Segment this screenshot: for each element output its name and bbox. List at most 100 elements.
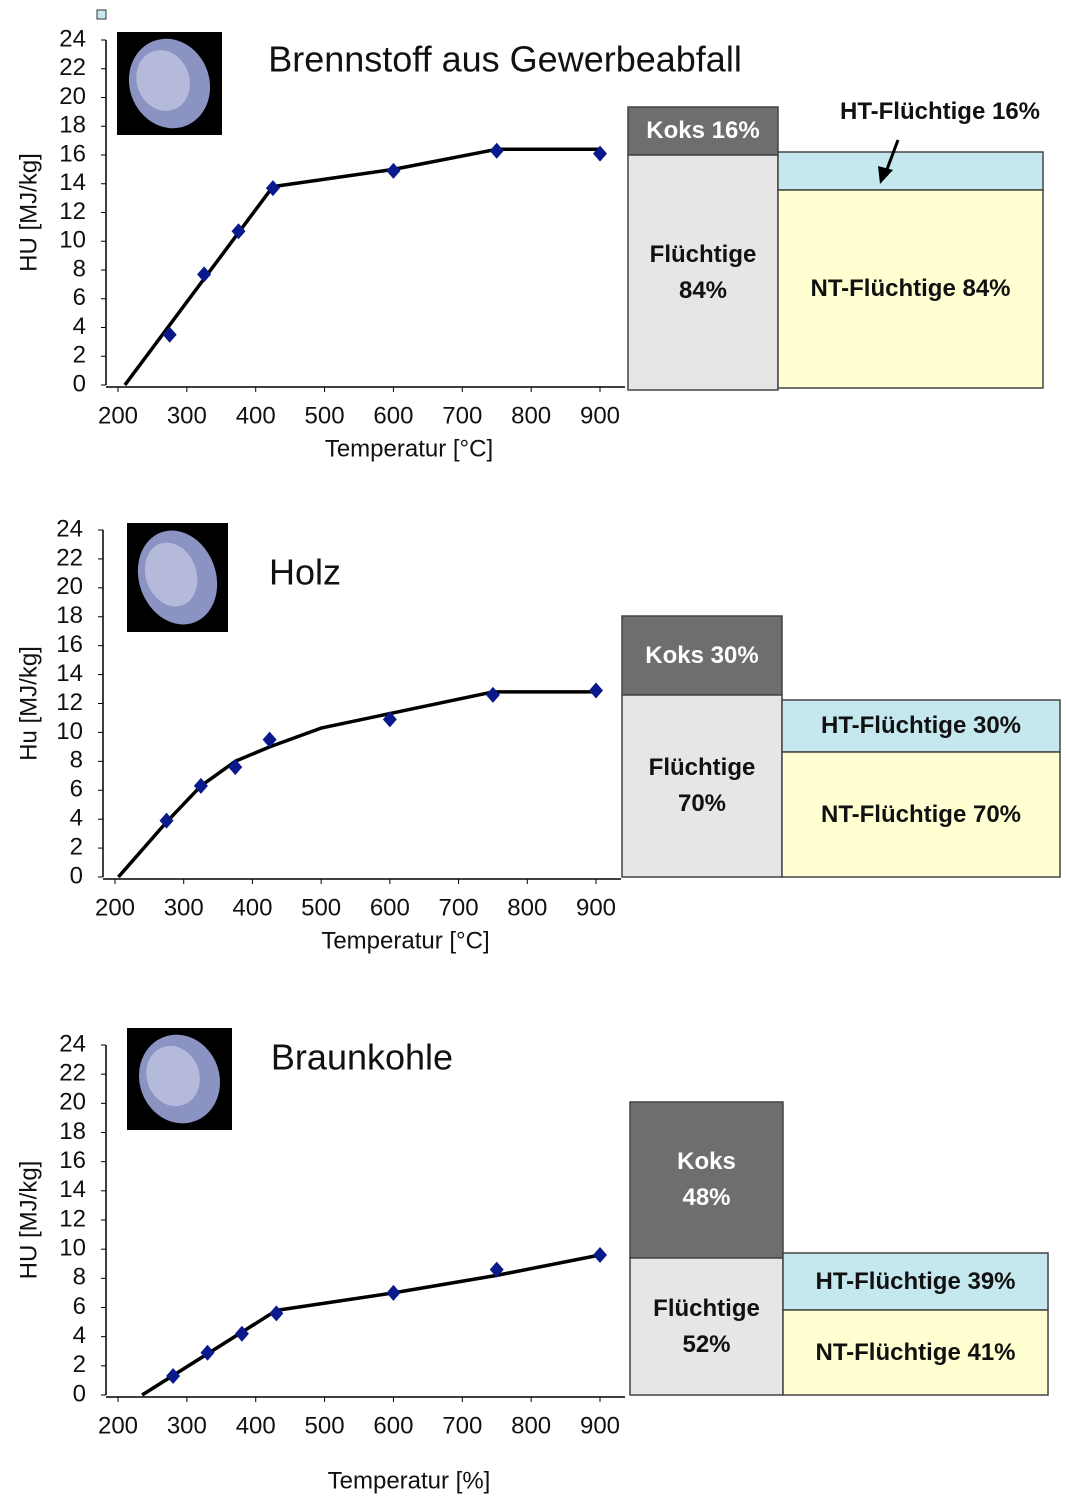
block-label-box: HT-Flüchtige 16% — [815, 92, 1065, 132]
block-label: HT-Flüchtige 30% — [782, 700, 1060, 752]
y-tick-label: 4 — [73, 1322, 86, 1349]
block-label: Koks 48% — [630, 1102, 783, 1258]
y-axis-label: HU [MJ/kg] — [15, 153, 42, 272]
y-tick-label: 0 — [73, 370, 86, 397]
y-tick-label: 10 — [59, 1235, 86, 1262]
y-tick-label: 22 — [59, 1060, 86, 1087]
block-label-box: NT-Flüchtige 84% — [778, 190, 1043, 388]
fit-curve — [118, 692, 596, 877]
block-label-box: HT-Flüchtige 30% — [782, 700, 1060, 752]
block-label: Koks 30% — [622, 616, 782, 695]
x-tick-label: 500 — [305, 402, 345, 429]
x-tick-label: 900 — [576, 894, 616, 921]
block-label-box: Flüchtige 84% — [628, 155, 778, 390]
y-axis-label: HU [MJ/kg] — [15, 1161, 42, 1280]
x-axis-label: Temperatur [°C] — [325, 435, 493, 462]
y-tick-label: 2 — [73, 1351, 86, 1378]
y-tick-label: 14 — [59, 1176, 86, 1203]
y-tick-label: 16 — [59, 1147, 86, 1174]
x-tick-label: 400 — [236, 402, 276, 429]
data-marker — [589, 682, 603, 698]
x-tick-label: 800 — [511, 1412, 551, 1439]
block-label: HT-Flüchtige 39% — [783, 1253, 1048, 1310]
x-tick-label: 600 — [373, 1412, 413, 1439]
y-tick-label: 6 — [70, 776, 83, 803]
y-tick-label: 24 — [56, 515, 83, 542]
x-tick-label: 900 — [580, 1412, 620, 1439]
block-label: NT-Flüchtige 84% — [778, 190, 1043, 388]
data-marker — [228, 759, 242, 775]
y-tick-label: 8 — [70, 747, 83, 774]
y-tick-label: 14 — [59, 169, 86, 196]
y-tick-label: 8 — [73, 255, 86, 282]
fit-curve — [142, 1255, 600, 1395]
block-label: NT-Flüchtige 70% — [782, 752, 1060, 877]
x-tick-label: 200 — [98, 1412, 138, 1439]
block-label: Flüchtige 70% — [622, 695, 782, 877]
y-tick-label: 16 — [59, 140, 86, 167]
y-tick-label: 8 — [73, 1264, 86, 1291]
x-tick-label: 500 — [301, 894, 341, 921]
block-label-box: Flüchtige 70% — [622, 695, 782, 877]
x-tick-label: 600 — [370, 894, 410, 921]
y-tick-label: 0 — [73, 1380, 86, 1407]
chart-title: Brennstoff aus Gewerbeabfall — [268, 39, 742, 80]
y-tick-label: 20 — [56, 573, 83, 600]
bullet-square — [97, 10, 106, 19]
y-tick-label: 18 — [56, 602, 83, 629]
block-label: Flüchtige 84% — [628, 155, 778, 390]
data-marker — [486, 687, 500, 703]
y-tick-label: 24 — [59, 1030, 86, 1057]
y-tick-label: 14 — [56, 660, 83, 687]
block-label: Koks 16% — [628, 107, 778, 155]
block-label-box: Koks 30% — [622, 616, 782, 695]
y-tick-label: 12 — [56, 689, 83, 716]
y-tick-label: 18 — [59, 1118, 86, 1145]
block-label: HT-Flüchtige 16% — [815, 92, 1065, 132]
y-tick-label: 2 — [73, 342, 86, 369]
data-marker — [490, 143, 504, 159]
block-label: NT-Flüchtige 41% — [783, 1310, 1048, 1395]
data-marker — [269, 1305, 283, 1321]
page: Brennstoff aus Gewerbeabfall024681012141… — [0, 0, 1066, 1497]
y-tick-label: 12 — [59, 198, 86, 225]
block-label-box: Koks 16% — [628, 107, 778, 155]
x-tick-label: 700 — [439, 894, 479, 921]
chart-title: Braunkohle — [271, 1037, 453, 1078]
y-tick-label: 10 — [59, 227, 86, 254]
y-tick-label: 4 — [70, 805, 83, 832]
y-tick-label: 22 — [56, 544, 83, 571]
x-tick-label: 200 — [98, 402, 138, 429]
x-tick-label: 400 — [236, 1412, 276, 1439]
x-tick-label: 700 — [442, 402, 482, 429]
data-marker — [593, 1247, 607, 1263]
block-label-box: HT-Flüchtige 39% — [783, 1253, 1048, 1310]
y-tick-label: 6 — [73, 284, 86, 311]
x-tick-label: 300 — [167, 402, 207, 429]
y-tick-label: 20 — [59, 1089, 86, 1116]
x-tick-label: 800 — [507, 894, 547, 921]
y-axis-label: Hu [MJ/kg] — [15, 646, 42, 761]
data-marker — [197, 266, 211, 282]
y-tick-label: 0 — [70, 862, 83, 889]
x-tick-label: 500 — [305, 1412, 345, 1439]
x-tick-label: 600 — [373, 402, 413, 429]
y-tick-label: 16 — [56, 631, 83, 658]
fit-curve — [125, 149, 600, 385]
x-tick-label: 700 — [442, 1412, 482, 1439]
y-tick-label: 10 — [56, 718, 83, 745]
y-tick-label: 18 — [59, 112, 86, 139]
y-tick-label: 22 — [59, 54, 86, 81]
x-tick-label: 300 — [167, 1412, 207, 1439]
x-axis-label: Temperatur [%] — [328, 1467, 491, 1494]
y-tick-label: 12 — [59, 1205, 86, 1232]
y-tick-label: 2 — [70, 833, 83, 860]
x-tick-label: 800 — [511, 402, 551, 429]
y-tick-label: 6 — [73, 1293, 86, 1320]
y-tick-label: 20 — [59, 83, 86, 110]
fraction-block — [778, 152, 1043, 190]
block-label-box: Koks 48% — [630, 1102, 783, 1258]
x-tick-label: 400 — [232, 894, 272, 921]
x-tick-label: 900 — [580, 402, 620, 429]
x-tick-label: 300 — [164, 894, 204, 921]
